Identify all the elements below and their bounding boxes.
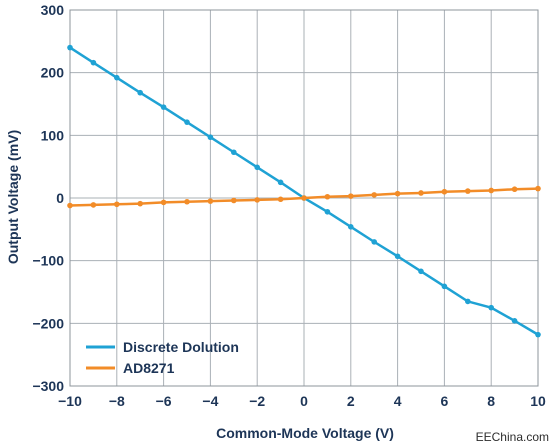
data-point xyxy=(535,185,541,192)
x-tick-label: 2 xyxy=(347,393,355,409)
data-point xyxy=(371,192,378,198)
x-tick-label: 6 xyxy=(441,393,449,409)
data-point xyxy=(137,200,143,207)
data-point xyxy=(511,186,518,193)
data-point xyxy=(67,44,73,51)
data-point xyxy=(207,134,214,141)
data-point xyxy=(441,283,448,290)
x-tick-label: 10 xyxy=(530,393,546,409)
data-point xyxy=(348,193,354,199)
data-point xyxy=(301,195,307,201)
y-tick-label: 200 xyxy=(41,65,65,81)
data-point xyxy=(184,119,190,125)
data-point xyxy=(371,239,378,245)
data-point xyxy=(324,208,331,215)
data-point xyxy=(465,298,471,305)
data-point xyxy=(465,188,471,194)
y-tick-label: 100 xyxy=(41,127,65,143)
plot-frame xyxy=(69,9,539,387)
data-point xyxy=(90,59,97,66)
x-tick-label: −4 xyxy=(202,393,218,409)
data-point xyxy=(277,196,284,203)
tick-labels: −10 −8 −6 −4 −2 0 2 4 6 8 10 −300 −200 −100 0 100 200 300 xyxy=(32,2,546,409)
data-point xyxy=(254,164,260,171)
y-tick-label: −300 xyxy=(32,378,64,394)
watermark-text: EEChina.com xyxy=(475,430,549,444)
x-tick-label: −10 xyxy=(58,393,82,409)
data-point xyxy=(348,224,354,230)
data-point xyxy=(160,104,167,110)
data-point xyxy=(207,198,214,204)
x-tick-label: 8 xyxy=(487,393,495,409)
series-layer xyxy=(67,44,541,338)
data-point xyxy=(231,149,237,156)
data-point xyxy=(418,268,424,275)
data-point xyxy=(441,188,448,195)
x-tick-label: 4 xyxy=(394,393,402,409)
data-point xyxy=(418,190,424,196)
data-point xyxy=(324,193,331,200)
data-point xyxy=(277,179,284,186)
y-tick-label: −200 xyxy=(32,315,64,331)
x-tick-label: 0 xyxy=(300,393,308,409)
y-tick-label: 0 xyxy=(56,190,64,206)
data-point xyxy=(394,190,401,197)
x-tick-label: −6 xyxy=(156,393,172,409)
data-point xyxy=(160,199,167,206)
data-point xyxy=(488,304,495,311)
x-tick-label: −2 xyxy=(249,393,265,409)
data-point xyxy=(231,197,237,204)
x-axis-label: Common-Mode Voltage (V) xyxy=(216,425,394,441)
data-point xyxy=(254,197,260,203)
data-point xyxy=(184,198,190,205)
y-tick-label: −100 xyxy=(32,253,64,269)
legend: Discrete Dolution AD8271 xyxy=(86,339,239,376)
data-point xyxy=(114,201,120,208)
data-point xyxy=(67,202,73,209)
x-tick-label: −8 xyxy=(109,393,125,409)
y-tick-label: 300 xyxy=(41,2,65,18)
data-point xyxy=(114,74,120,81)
data-point xyxy=(535,331,541,338)
y-axis-label: Output Voltage (mV) xyxy=(5,130,21,264)
grid xyxy=(69,9,539,387)
data-point xyxy=(394,253,401,260)
legend-label: AD8271 xyxy=(123,360,175,376)
legend-label: Discrete Dolution xyxy=(123,339,239,355)
data-point xyxy=(137,89,143,96)
data-point xyxy=(511,318,518,324)
data-point xyxy=(488,187,495,194)
data-point xyxy=(90,202,97,208)
